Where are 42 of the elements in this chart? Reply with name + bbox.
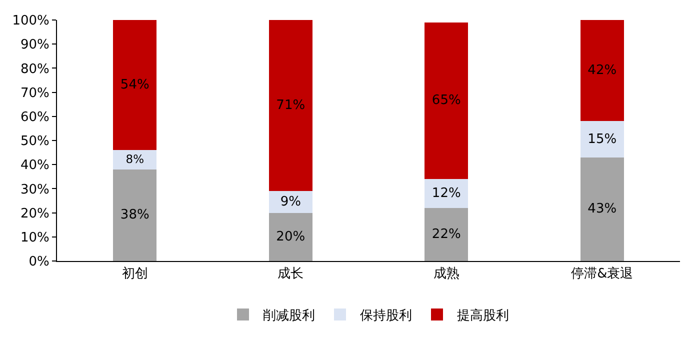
bar [113,150,157,170]
y-tick-label: 100% [12,14,50,29]
legend-label: 削减股利 [263,308,315,324]
data-label: 15% [588,132,617,147]
data-label: 38% [120,208,150,223]
bar [268,212,312,261]
data-label: 8% [126,152,144,166]
y-tick-label: 10% [20,230,50,246]
bar [113,20,157,150]
data-label: 20% [276,229,306,244]
y-tick-label: 40% [20,158,50,174]
bar [424,208,468,261]
y-tick-label: 30% [20,182,50,198]
y-tick-label: 50% [20,134,50,150]
y-tick-label: 80% [20,62,50,77]
data-label: 65% [432,93,461,108]
bar [580,20,624,122]
data-label: 43% [588,202,617,217]
x-tick-label: 停滞&衰退 [571,266,634,282]
legend-label: 提高股利 [457,308,509,324]
bar [268,20,312,192]
y-tick-label: 90% [20,38,50,53]
y-tick-label: 20% [20,206,50,222]
data-label: 12% [432,186,461,202]
data-label: 22% [432,226,461,242]
bar [424,179,468,208]
data-label: 9% [280,194,301,210]
y-tick-label: 70% [20,86,50,101]
y-tick-label: 0% [28,254,50,270]
data-label: 42% [588,63,617,78]
x-tick-label: 初创 [122,266,148,282]
bar [580,121,624,158]
bar [580,157,624,261]
data-label: 71% [276,98,306,114]
y-tick-label: 60% [20,110,50,125]
bar [424,22,468,180]
x-tick-label: 成长 [278,266,304,282]
data-label: 54% [120,78,150,93]
x-tick-label: 成熟 [433,266,460,282]
bar [268,191,312,213]
legend-label: 保持股利 [360,308,412,324]
bar [113,169,157,261]
